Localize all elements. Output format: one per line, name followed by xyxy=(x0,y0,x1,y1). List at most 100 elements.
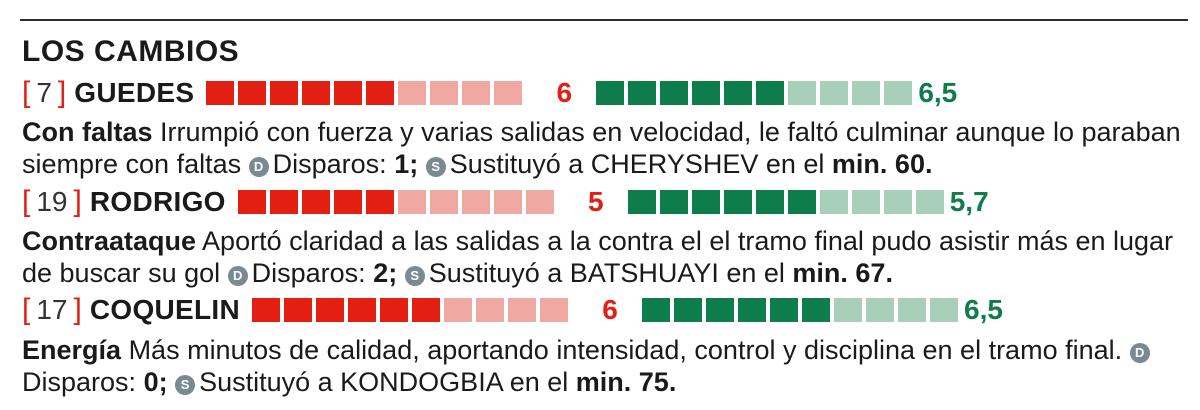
rating-square-filled xyxy=(238,81,267,105)
player-comment: Con faltas Irrumpió con fuerza y varias … xyxy=(22,116,1182,180)
disparos-label: Disparos: xyxy=(22,367,137,397)
rating-score-green: 5,7 xyxy=(949,186,989,217)
rating-square-empty xyxy=(883,190,912,214)
substitution-icon: S xyxy=(404,266,425,286)
rating-square-empty xyxy=(525,190,554,214)
rating-square-empty xyxy=(397,190,426,214)
rating-score-red: 6 xyxy=(602,294,618,325)
rating-square-filled xyxy=(284,298,313,322)
rating-square-empty xyxy=(476,298,505,322)
rating-bar-green xyxy=(642,298,962,322)
substitution-minute: min. 60. xyxy=(831,149,933,179)
rating-square-filled xyxy=(333,190,362,214)
comment-text: Más minutos de calidad, aportando intens… xyxy=(128,335,1123,365)
rating-square-empty xyxy=(540,298,569,322)
rating-square-empty xyxy=(820,81,849,105)
rating-square-empty xyxy=(851,190,880,214)
rating-square-empty xyxy=(462,81,491,105)
disparos-value: 1; xyxy=(394,149,419,179)
rating-score-red: 5 xyxy=(587,186,604,217)
bracket-open: [ xyxy=(22,293,31,326)
rating-square-empty xyxy=(884,81,913,105)
rating-bar-red xyxy=(237,190,558,214)
player-name: RODRIGO xyxy=(89,186,226,217)
rating-square-filled xyxy=(316,298,345,322)
player-number: 17 xyxy=(36,294,68,325)
rating-bar-red xyxy=(206,81,526,105)
player-row: [ 19 ] RODRIGO 5 5,7 xyxy=(22,184,989,220)
bracket-close: ] xyxy=(57,76,67,109)
rating-square-filled xyxy=(252,298,281,322)
rating-square-empty xyxy=(429,190,458,214)
substitution-icon: S xyxy=(425,157,446,177)
rating-square-filled xyxy=(802,298,831,322)
rating-square-filled xyxy=(334,81,363,105)
rating-square-filled xyxy=(596,81,625,105)
rating-square-empty xyxy=(430,81,459,105)
rating-square-filled xyxy=(642,298,671,322)
bracket-open: [ xyxy=(22,185,31,218)
rating-square-filled xyxy=(659,190,688,214)
rating-square-empty xyxy=(898,298,927,322)
rating-score-green: 6,5 xyxy=(964,294,1003,325)
disparos-icon: D xyxy=(227,266,248,286)
rating-square-filled xyxy=(302,81,331,105)
disparos-value: 2; xyxy=(373,258,398,288)
player-row: [ 7 ] GUEDES 6 6,5 xyxy=(22,75,957,111)
rating-square-filled xyxy=(692,81,721,105)
player-name: COQUELIN xyxy=(89,294,241,325)
bracket-close: ] xyxy=(73,185,82,218)
player-comment: Energía Más minutos de calidad, aportand… xyxy=(22,334,1182,398)
rating-square-filled xyxy=(348,298,377,322)
rating-square-filled xyxy=(237,190,266,214)
rating-square-filled xyxy=(787,190,816,214)
top-rule xyxy=(20,19,1188,21)
substitution-label: Sustituyó a CHERYSHEV en el xyxy=(449,149,825,179)
bracket-open: [ xyxy=(22,76,31,109)
substitution-label: Sustituyó a KONDOGBIA en el xyxy=(199,367,569,397)
bracket-close: ] xyxy=(73,293,82,326)
player-number: 19 xyxy=(36,186,68,217)
rating-square-filled xyxy=(755,190,784,214)
comment-text: Irrumpió con fuerza y varias salidas en … xyxy=(22,117,1181,179)
rating-square-filled xyxy=(270,81,299,105)
rating-square-filled xyxy=(412,298,441,322)
rating-square-filled xyxy=(724,81,753,105)
rating-square-empty xyxy=(930,298,959,322)
rating-bar-green xyxy=(596,81,916,105)
rating-square-empty xyxy=(866,298,895,322)
comment-keyword: Con faltas xyxy=(22,117,153,147)
substitution-minute: min. 67. xyxy=(792,258,893,288)
comment-text: Aportó claridad a las salidas a la contr… xyxy=(22,226,1174,288)
rating-square-filled xyxy=(366,81,395,105)
disparos-icon: D xyxy=(248,157,269,177)
player-name: GUEDES xyxy=(74,77,195,108)
rating-bar-green xyxy=(627,190,948,214)
rating-square-empty xyxy=(819,190,848,214)
rating-score-red: 6 xyxy=(556,77,573,108)
rating-square-empty xyxy=(508,298,537,322)
rating-square-empty xyxy=(788,81,817,105)
rating-square-filled xyxy=(738,298,767,322)
rating-square-filled xyxy=(628,81,657,105)
rating-square-empty xyxy=(461,190,490,214)
comment-keyword: Contraataque xyxy=(22,226,197,256)
player-row: [ 17 ] COQUELIN 6 6,5 xyxy=(22,292,1003,328)
rating-square-filled xyxy=(756,81,785,105)
rating-square-filled xyxy=(380,298,409,322)
rating-square-empty xyxy=(915,190,944,214)
substitution-icon: S xyxy=(175,375,196,395)
rating-square-filled xyxy=(660,81,689,105)
rating-square-filled xyxy=(723,190,752,214)
rating-square-empty xyxy=(444,298,473,322)
rating-square-filled xyxy=(770,298,799,322)
rating-square-empty xyxy=(494,81,523,105)
substitution-label: Sustituyó a BATSHUAYI en el xyxy=(428,258,785,288)
rating-square-filled xyxy=(269,190,298,214)
rating-square-filled xyxy=(674,298,703,322)
rating-square-filled xyxy=(206,81,235,105)
rating-square-empty xyxy=(398,81,427,105)
rating-score-green: 6,5 xyxy=(918,77,958,108)
rating-bar-red xyxy=(252,298,572,322)
rating-square-filled xyxy=(365,190,394,214)
